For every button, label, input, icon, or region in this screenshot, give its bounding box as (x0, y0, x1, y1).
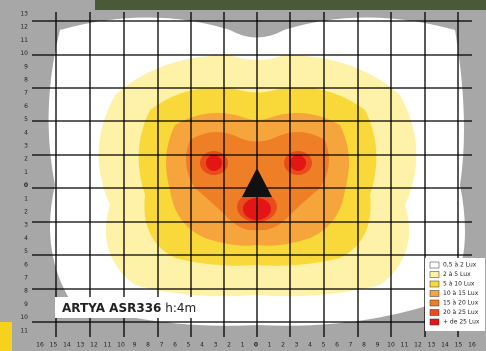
x-label: 2 (227, 342, 231, 349)
legend-swatch (429, 290, 440, 297)
x-label: 14 (63, 342, 71, 349)
y-label: 5 (24, 116, 28, 123)
y-label: 1 (24, 195, 28, 202)
x-label: 8 (146, 342, 150, 349)
y-label: 11 (20, 327, 28, 334)
legend-swatch (429, 280, 440, 288)
x-label: 13 (428, 342, 436, 349)
legend-swatch (429, 271, 440, 278)
x-label: 1 (241, 342, 245, 349)
y-label: 12 (20, 24, 28, 31)
x-label: 6 (335, 342, 339, 349)
photo-strip (95, 0, 486, 10)
caption-height: h:4m (165, 301, 196, 315)
x-label: 10 (387, 342, 395, 349)
x-label: 4 (200, 342, 204, 349)
y-label: 5 (24, 248, 28, 255)
iso-lux-plot (32, 12, 472, 337)
y-label: 3 (24, 222, 28, 229)
caption-box (55, 297, 215, 318)
legend-label: 5 à 10 Lux (443, 281, 475, 288)
legend-label: 10 à 15 Lux (443, 290, 479, 297)
legend-swatch (429, 318, 440, 326)
x-label: 13 (77, 342, 85, 349)
caption-name: ARTYA ASR336 (62, 301, 161, 315)
x-label: 0 (254, 342, 258, 349)
x-label: 12 (90, 342, 98, 349)
legend-label: 20 à 25 Lux (443, 309, 479, 316)
x-label: 9 (133, 342, 137, 349)
y-label: 6 (24, 103, 28, 110)
y-label: 0 (24, 182, 28, 189)
y-label: 4 (24, 235, 28, 242)
y-label: 11 (20, 37, 28, 44)
x-label: 7 (160, 342, 164, 349)
y-label: 10 (20, 50, 28, 57)
y-label: 7 (24, 275, 28, 282)
x-label: 12 (414, 342, 422, 349)
legend-label: + de 25 Lux (443, 319, 480, 326)
y-label: 1 (24, 169, 28, 176)
x-label: 6 (173, 342, 177, 349)
y-label: 9 (24, 63, 28, 70)
y-label: 8 (24, 288, 28, 295)
legend-label: 15 à 20 Lux (443, 300, 479, 307)
legend-label: 0,5 à 2 Lux (443, 262, 477, 269)
y-label: 3 (24, 143, 28, 150)
x-label: 2 (281, 342, 285, 349)
y-label: 4 (24, 129, 28, 136)
x-label: 16 (36, 342, 44, 349)
x-label: 5 (187, 342, 191, 349)
y-label: 2 (24, 209, 28, 216)
legend-swatch (429, 309, 440, 316)
x-label: 3 (295, 342, 299, 349)
luminaire (242, 168, 272, 197)
x-label: 1 (268, 342, 272, 349)
y-label: 6 (24, 261, 28, 268)
y-label: 8 (24, 77, 28, 84)
x-label: 10 (117, 342, 125, 349)
y-label: 9 (24, 301, 28, 308)
x-label: 5 (322, 342, 326, 349)
x-label: 3 (214, 342, 218, 349)
x-label: 9 (376, 342, 380, 349)
x-label: 15 (50, 342, 58, 349)
x-label: 14 (441, 342, 449, 349)
x-label: 15 (455, 342, 463, 349)
accent-bar (0, 322, 12, 351)
x-label: 11 (401, 342, 409, 349)
legend-label: 2 à 5 Lux (443, 271, 471, 278)
caption: ARTYA ASR336 h:4m (62, 301, 196, 315)
y-label: 7 (24, 90, 28, 97)
x-label: 4 (308, 342, 312, 349)
legend-swatch (429, 299, 440, 307)
y-label: 2 (24, 156, 28, 163)
x-label: 8 (362, 342, 366, 349)
x-label: 11 (104, 342, 112, 349)
y-label: 13 (20, 11, 28, 18)
x-label: 16 (468, 342, 476, 349)
legend-swatch (429, 261, 440, 269)
x-label: 7 (349, 342, 353, 349)
y-label: 10 (20, 314, 28, 321)
